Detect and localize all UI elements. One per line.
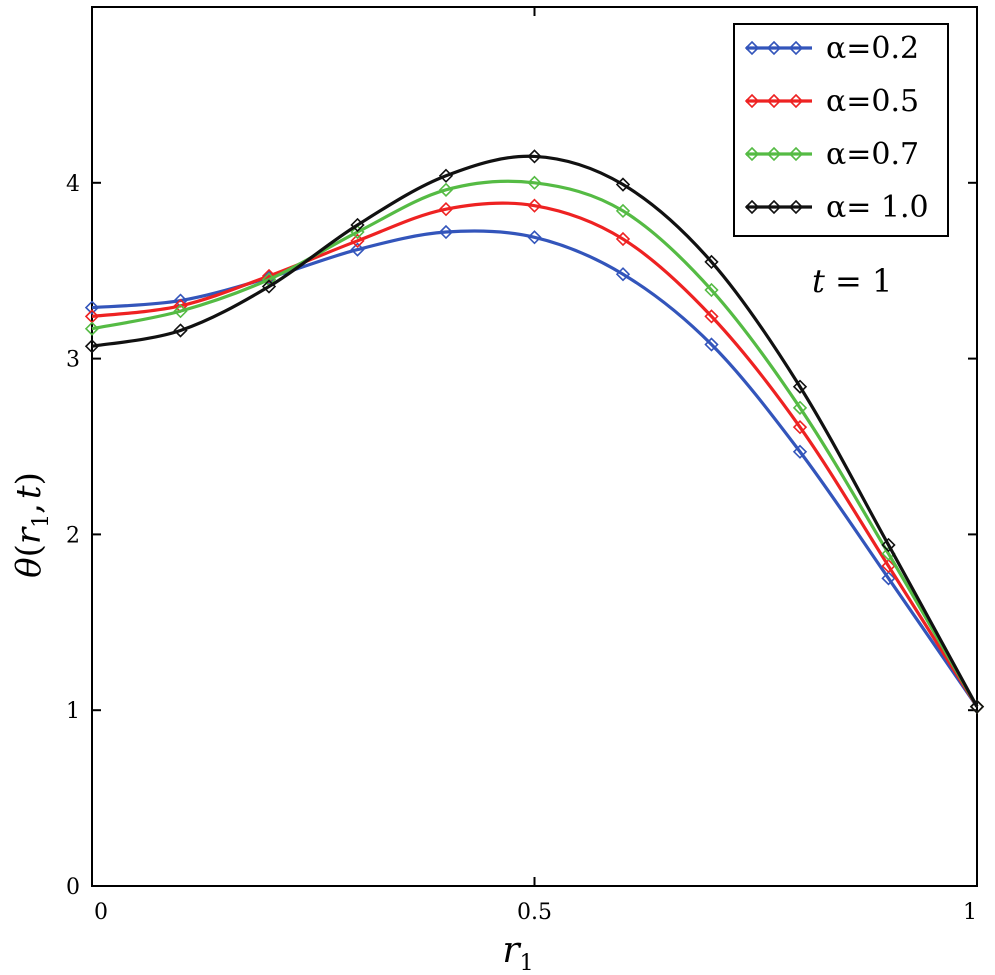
- series-2: [84, 198, 985, 714]
- data-point: [84, 339, 100, 354]
- legend-swatch-marker: [788, 40, 804, 56]
- series-line: [91, 229, 979, 708]
- data-point: [438, 168, 454, 183]
- x-label-sub: 1: [520, 951, 534, 975]
- data-point: [350, 233, 365, 248]
- y-tick-label: 2: [66, 523, 80, 548]
- legend-label: α= 1.0: [826, 190, 929, 225]
- data-point: [527, 230, 542, 245]
- annotation-t-equals-1: t = 1: [812, 262, 892, 300]
- legend-entry-2: α=0.5: [744, 84, 919, 119]
- y-label-open: (: [9, 544, 49, 557]
- legend-entry-1: α=0.2: [744, 31, 919, 66]
- y-label-close: ): [9, 472, 49, 485]
- y-label-comma: ,: [9, 503, 49, 514]
- legend-entry-4: α= 1.0: [744, 190, 929, 225]
- data-point: [615, 267, 631, 282]
- series-line: [91, 179, 979, 708]
- series-layer: [84, 149, 985, 714]
- data-point: [350, 224, 365, 240]
- data-point: [438, 202, 454, 217]
- legend-swatch-marker: [766, 199, 782, 215]
- x-axis-label: r1: [502, 930, 533, 975]
- legend: α=0.2 α=0.5 α=0.7 α= 1.0: [733, 23, 949, 237]
- data-point: [350, 242, 365, 257]
- data-point: [173, 304, 188, 319]
- y-label-theta: θ: [9, 557, 49, 577]
- data-point: [615, 231, 631, 247]
- data-point: [615, 177, 631, 192]
- legend-swatch-marker: [744, 199, 760, 215]
- y-tick-label: 4: [66, 172, 80, 197]
- data-point: [527, 198, 542, 213]
- data-point: [615, 203, 631, 219]
- legend-swatch-marker: [766, 93, 782, 109]
- y-tick-label: 1: [66, 699, 80, 724]
- legend-label: α=0.7: [826, 137, 919, 172]
- tick-labels: 0 1 2 3 4 0 0.5 1: [66, 172, 977, 925]
- x-tick-label: 1: [963, 900, 977, 925]
- legend-swatch-marker: [744, 146, 760, 162]
- data-point: [969, 699, 985, 714]
- legend-swatch-marker: [766, 40, 782, 56]
- data-point: [792, 444, 808, 459]
- data-point: [350, 217, 365, 233]
- data-point: [438, 224, 454, 240]
- y-axis-label: θ(r1, t): [9, 472, 54, 578]
- data-point: [704, 309, 719, 324]
- legend-swatch-marker: [788, 146, 804, 162]
- series-3: [84, 175, 985, 714]
- y-label-t: t: [9, 485, 49, 499]
- data-point: [881, 571, 896, 586]
- data-point: [792, 379, 808, 394]
- data-point: [527, 149, 542, 164]
- annotation-var: t: [812, 262, 825, 300]
- series-line: [91, 154, 979, 708]
- axis-ticks: [91, 7, 978, 887]
- legend-swatch-marker: [744, 40, 760, 56]
- data-point: [792, 400, 808, 415]
- data-point: [173, 323, 188, 338]
- y-label-sub: 1: [29, 514, 54, 528]
- legend-swatch-marker: [744, 93, 760, 109]
- legend-label: α=0.5: [826, 84, 919, 119]
- data-point: [438, 182, 454, 197]
- data-point: [84, 300, 100, 315]
- annotation-eq: = 1: [825, 262, 893, 300]
- legend-entry-3: α=0.7: [744, 137, 919, 172]
- series-line: [91, 201, 979, 708]
- data-point: [527, 175, 542, 190]
- x-tick-label: 0: [94, 900, 108, 925]
- data-point: [261, 279, 277, 294]
- data-point: [881, 537, 896, 553]
- y-tick-label: 0: [66, 875, 80, 900]
- data-point: [792, 420, 808, 435]
- data-point: [261, 268, 277, 284]
- data-point: [704, 282, 719, 298]
- data-point: [704, 337, 719, 352]
- x-label-r: r: [502, 930, 521, 971]
- y-label-r: r: [9, 526, 49, 544]
- legend-label: α=0.2: [826, 31, 919, 66]
- data-point: [84, 321, 100, 336]
- y-tick-label: 3: [66, 348, 80, 373]
- legend-swatch-marker: [788, 199, 804, 215]
- x-tick-label: 0.5: [517, 900, 552, 925]
- series-4: [84, 149, 985, 714]
- legend-swatch-marker: [788, 93, 804, 109]
- data-point: [881, 558, 896, 574]
- legend-swatch-marker: [766, 146, 782, 162]
- legend-box: [733, 23, 949, 237]
- data-point: [704, 254, 719, 270]
